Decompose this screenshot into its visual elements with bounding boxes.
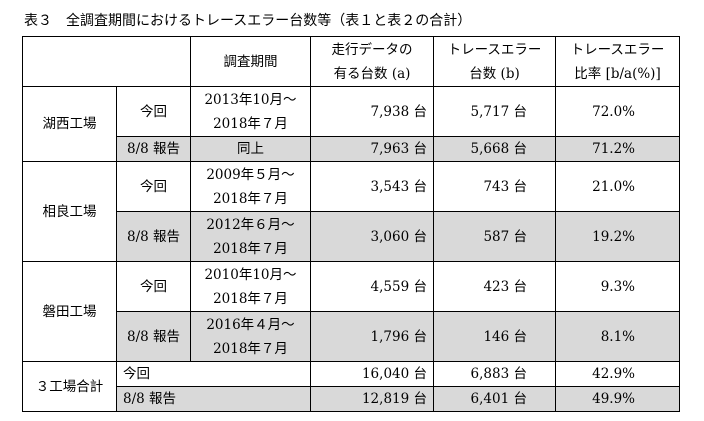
count-b-cell: 5,668 台 xyxy=(433,136,556,162)
table-row: 湖西工場 今回 2013年10月～ 2018年７月 7,938 台 5,717 … xyxy=(22,86,680,162)
table-row: 磐田工場 今回 2010年10月～ 2018年７月 4,559 台 423 台 … xyxy=(22,261,680,362)
factory-cell: 湖西工場 xyxy=(22,86,117,162)
period-end: 2018年７月 xyxy=(213,290,288,307)
period-end: 2018年７月 xyxy=(213,240,288,257)
ratio-cell: 71.2% xyxy=(555,136,680,162)
count-a-cell: 12,819 台 xyxy=(310,386,434,412)
count-a-cell: 3,060 台 xyxy=(310,211,434,262)
table-row: 8/8 報告 12,819 台 6,401 台 49.9% xyxy=(23,386,680,412)
period-start: 2016年４月～ xyxy=(206,316,295,333)
period-end: 2018年７月 xyxy=(213,115,288,132)
factory-cell: 相良工場 xyxy=(22,161,117,262)
header-col-a-line1: 走行データの xyxy=(331,41,413,58)
header-col-ratio: トレースエラー 比率 [b/a(%)] xyxy=(555,36,680,87)
count-a-cell: 3,543 台 xyxy=(310,161,434,212)
header-col-b: トレースエラー 台数 (b) xyxy=(433,36,556,87)
count-b-cell: 6,883 台 xyxy=(433,361,556,387)
header-col-a: 走行データの 有る台数 (a) xyxy=(310,36,434,87)
row-label: 今回 xyxy=(116,161,191,212)
header-col-b-line1: トレースエラー xyxy=(447,41,542,58)
period-cell: 2010年10月～ 2018年７月 xyxy=(190,261,311,312)
ratio-cell: 9.3% xyxy=(555,261,680,312)
table-row: 8/8 報告 2016年４月～ 2018年７月 1,796 台 146 台 8.… xyxy=(23,311,680,362)
count-a-cell: 4,559 台 xyxy=(310,261,434,312)
ratio-cell: 49.9% xyxy=(555,386,680,412)
row-label: 8/8 報告 xyxy=(116,136,191,162)
period-end: 2018年７月 xyxy=(213,190,288,207)
table-row: ３工場合計 今回 16,040 台 6,883 台 42.9% xyxy=(22,361,680,412)
table-row: 8/8 報告 2012年６月～ 2018年７月 3,060 台 587 台 19… xyxy=(23,211,680,262)
factory-cell: 磐田工場 xyxy=(22,261,117,362)
period-cell: 同上 xyxy=(190,136,311,162)
period-start: 2009年５月～ xyxy=(206,166,295,183)
count-a-cell: 7,938 台 xyxy=(310,86,434,137)
header-row: 調査期間 走行データの 有る台数 (a) トレースエラー 台数 (b) トレース… xyxy=(22,36,680,87)
period-start: 2012年６月～ xyxy=(206,216,295,233)
count-a-cell: 7,963 台 xyxy=(310,136,434,162)
row-label: 8/8 報告 xyxy=(116,311,191,362)
table-row: 8/8 報告 同上 7,963 台 5,668 台 71.2% xyxy=(22,136,680,162)
count-b-cell: 146 台 xyxy=(433,311,556,362)
header-col-ratio-line1: トレースエラー xyxy=(570,41,665,58)
count-b-cell: 5,717 台 xyxy=(433,86,556,137)
row-label: 今回 xyxy=(116,261,191,312)
table-caption: 表３ 全調査期間におけるトレースエラー台数等（表１と表２の合計） xyxy=(24,13,472,29)
period-end: 2018年７月 xyxy=(213,340,288,357)
row-label: 8/8 報告 xyxy=(116,386,311,412)
factory-cell: ３工場合計 xyxy=(22,361,117,412)
header-blank-cell xyxy=(22,36,191,87)
trace-error-table: 調査期間 走行データの 有る台数 (a) トレースエラー 台数 (b) トレース… xyxy=(22,36,680,412)
count-b-cell: 6,401 台 xyxy=(433,386,556,412)
period-cell: 2009年５月～ 2018年７月 xyxy=(190,161,311,212)
row-label: 8/8 報告 xyxy=(116,211,191,262)
table-row: 相良工場 今回 2009年５月～ 2018年７月 3,543 台 743 台 2… xyxy=(22,161,680,262)
header-col-b-line2: 台数 (b) xyxy=(469,65,520,82)
header-col-ratio-line2: 比率 [b/a(%)] xyxy=(574,65,661,82)
period-start: 2010年10月～ xyxy=(204,266,297,283)
header-period: 調査期間 xyxy=(190,36,311,87)
ratio-cell: 21.0% xyxy=(555,161,680,212)
row-label: 今回 xyxy=(116,361,311,387)
ratio-cell: 19.2% xyxy=(555,211,680,262)
header-col-a-line2: 有る台数 (a) xyxy=(333,65,411,82)
count-b-cell: 587 台 xyxy=(433,211,556,262)
count-b-cell: 423 台 xyxy=(433,261,556,312)
period-cell: 2012年６月～ 2018年７月 xyxy=(190,211,311,262)
period-cell: 2013年10月～ 2018年７月 xyxy=(190,86,311,137)
count-a-cell: 1,796 台 xyxy=(310,311,434,362)
count-b-cell: 743 台 xyxy=(433,161,556,212)
row-label: 今回 xyxy=(116,86,191,137)
period-start: 2013年10月～ xyxy=(204,91,297,108)
ratio-cell: 72.0% xyxy=(555,86,680,137)
count-a-cell: 16,040 台 xyxy=(310,361,434,387)
ratio-cell: 42.9% xyxy=(555,361,680,387)
period-cell: 2016年４月～ 2018年７月 xyxy=(190,311,311,362)
ratio-cell: 8.1% xyxy=(555,311,680,362)
